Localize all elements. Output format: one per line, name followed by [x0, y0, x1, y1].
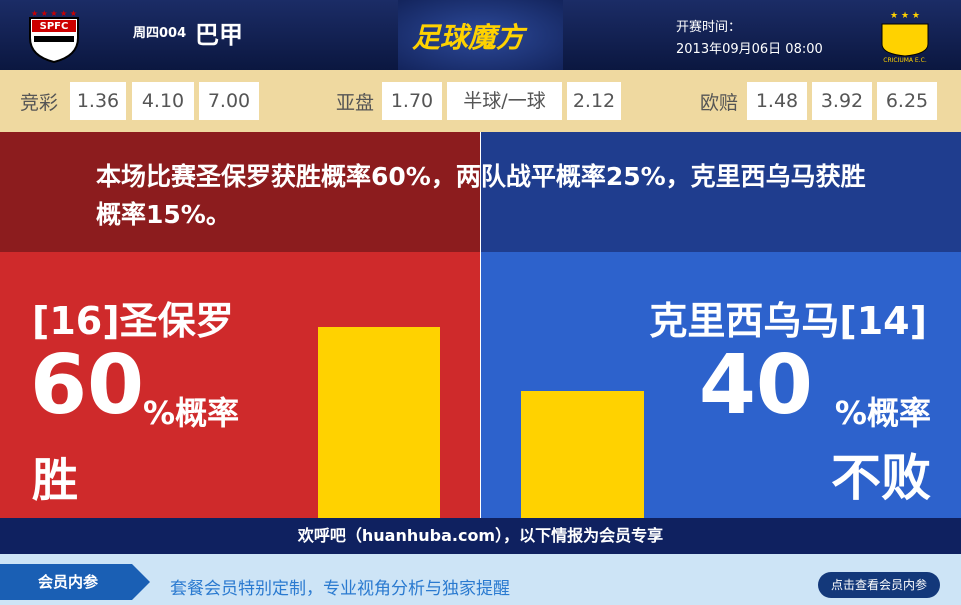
brand: 足球魔方 [412, 21, 525, 54]
home-outcome: 胜 [32, 453, 78, 507]
away-name: 克里西乌马[14] [649, 299, 927, 343]
home-panel: [16]圣保罗 60 %概率 胜 [0, 252, 480, 518]
odds-bar: 竞彩 1.36 4.10 7.00 亚盘 1.70 半球/一球 2.12 欧赔 1.48 3.92 6… [0, 70, 961, 132]
member-text: 套餐会员特别定制，专业视角分析与独家提醒 [170, 579, 510, 599]
header: SPFC ★ ★ ★ ★ ★ 周四004 巴甲 足球魔方 开赛时间： 2013年… [0, 0, 961, 70]
member-label: 会员内参 [0, 564, 150, 600]
odds-value: 1.36 [70, 82, 126, 120]
summary: 本场比赛圣保罗获胜概率60%，两队战平概率25%，克里西乌马获胜概率15%。 [96, 162, 866, 229]
home-probability: 60 [30, 338, 145, 433]
match-no: 周四004 [133, 26, 187, 41]
odds-label: 欧赔 [700, 92, 739, 114]
away-unit: %概率 [834, 394, 931, 432]
kickoff-time: 2013年09月06日 08:00 [676, 42, 823, 57]
home-unit: %概率 [143, 394, 240, 432]
odds-label: 竞彩 [20, 92, 59, 114]
away-panel: 克里西乌马[14] 40 %概率 不败 [481, 252, 961, 518]
odds-value: 7.00 [199, 82, 259, 120]
odds-value: 2.12 [567, 82, 621, 120]
home-bar [318, 327, 440, 518]
away-outcome: 不败 [831, 449, 931, 507]
league: 巴甲 [195, 21, 243, 49]
svg-text:★ ★ ★: ★ ★ ★ [890, 11, 920, 21]
logo-text: SPFC [40, 21, 69, 32]
home-logo: SPFC ★ ★ ★ ★ ★ [29, 9, 79, 64]
away-probability: 40 [698, 338, 813, 433]
footer-note: 欢呼吧（huanhuba.com），以下情报为会员专享 [0, 518, 961, 554]
odds-value: 1.70 [382, 82, 442, 120]
odds-value: 6.25 [877, 82, 937, 120]
odds-value: 4.10 [132, 82, 194, 120]
logo-text: CRICIUMA E.C. [883, 57, 927, 64]
summary-right [481, 132, 961, 252]
odds-value: 半球/一球 [447, 82, 562, 120]
away-logo: ★ ★ ★ CRICIUMA E.C. [881, 11, 929, 64]
svg-text:★ ★ ★ ★ ★: ★ ★ ★ ★ ★ [31, 9, 77, 18]
odds-value: 3.92 [812, 82, 872, 120]
away-bar [521, 390, 644, 518]
summary-left [0, 132, 480, 252]
member-bar: 会员内参 套餐会员特别定制，专业视角分析与独家提醒 点击查看会员内参 [0, 554, 961, 605]
kickoff-label: 开赛时间： [676, 20, 742, 35]
brand-box [398, 0, 563, 70]
odds-label: 亚盘 [336, 92, 375, 114]
member-button[interactable]: 点击查看会员内参 [818, 572, 940, 598]
home-name: [16]圣保罗 [32, 299, 234, 343]
odds-value: 1.48 [747, 82, 807, 120]
